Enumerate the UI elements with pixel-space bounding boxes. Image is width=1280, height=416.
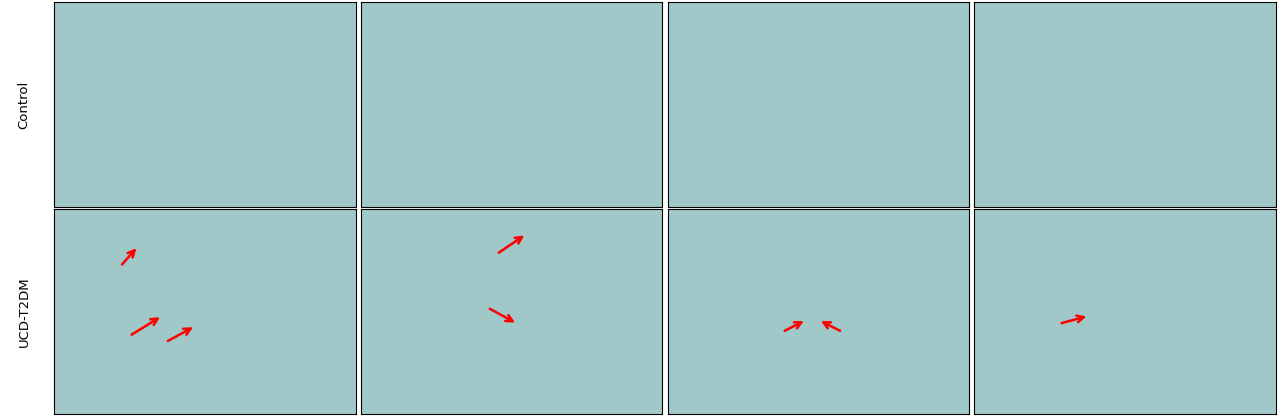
Text: Control: Control	[18, 80, 31, 129]
Text: UCD-T2DM: UCD-T2DM	[18, 276, 31, 347]
